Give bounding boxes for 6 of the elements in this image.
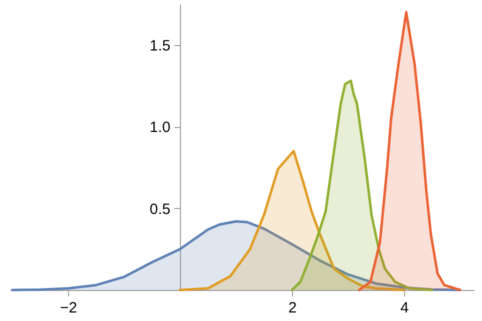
x-tick-label: 2 <box>288 300 297 316</box>
y-tick-label: 1.5 <box>150 37 170 54</box>
y-tick-label: 1.0 <box>150 119 170 136</box>
x-tick-label: −2 <box>60 300 78 316</box>
y-tick-label: 0.5 <box>150 200 170 218</box>
x-tick-label: 4 <box>400 300 409 316</box>
